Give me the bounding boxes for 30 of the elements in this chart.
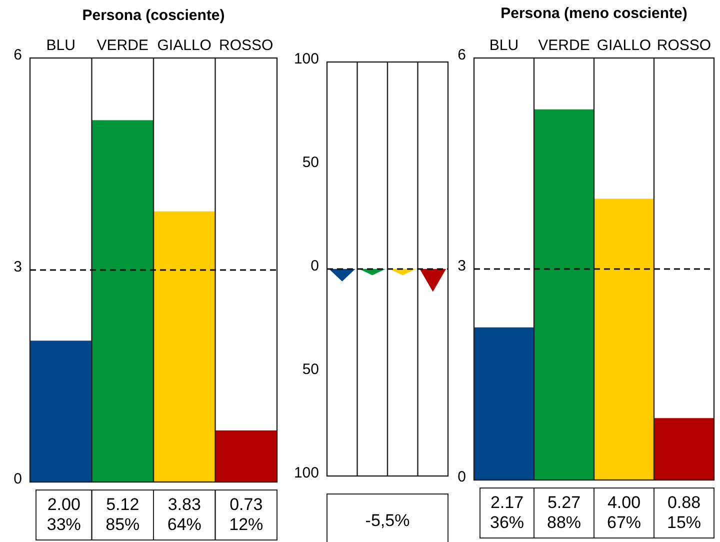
- x-tick-label: ROSSO: [219, 37, 274, 54]
- y-tick-label: 6: [14, 46, 22, 64]
- data-label: 4.00 67%: [606, 493, 642, 532]
- y-tick-label: 0: [14, 470, 22, 488]
- x-tick-label: GIALLO: [157, 37, 212, 54]
- x-tick-label: BLU: [46, 37, 76, 54]
- y-tick-label: 3: [458, 258, 466, 274]
- data-label: 0.88 15%: [666, 493, 702, 532]
- x-tick-label: VERDE: [96, 37, 148, 54]
- x-tick-label: VERDE: [538, 37, 590, 54]
- x-tick-label: ROSSO: [656, 37, 712, 54]
- text: -5,5%: [365, 511, 410, 530]
- y-tick-label: 3: [14, 258, 22, 276]
- x-tick-label: GIALLO: [596, 37, 652, 54]
- x-tick-label: BLU: [489, 37, 519, 54]
- y-tick-label: 100: [294, 50, 319, 68]
- data-label: 2.00 33%: [46, 495, 81, 534]
- data-label: 3.83 64%: [167, 495, 202, 534]
- y-tick-label: 50: [302, 361, 319, 378]
- y-tick-label: 0: [310, 258, 319, 274]
- chart-title: Persona (meno cosciente): [500, 5, 688, 22]
- y-tick-label: 100: [294, 464, 319, 482]
- data-label: 0.73 12%: [229, 495, 264, 534]
- y-tick-label: 0: [458, 468, 466, 486]
- chart-title: Persona (cosciente): [82, 7, 225, 24]
- data-label: 5.12 85%: [106, 495, 140, 534]
- data-label: 2.17 36%: [490, 493, 524, 532]
- data-label: 5.27 88%: [546, 493, 582, 532]
- y-tick-label: 50: [302, 154, 319, 171]
- y-tick-label: 6: [458, 46, 466, 64]
